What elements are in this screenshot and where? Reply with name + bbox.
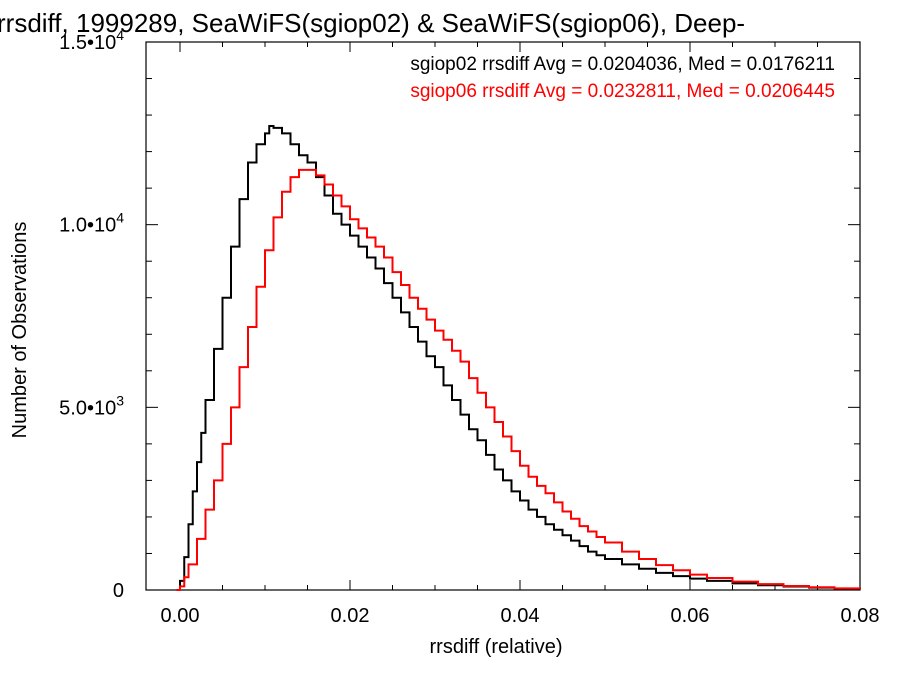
series-sgiop06-line: [176, 168, 861, 591]
y-tick-exponent: 4: [116, 27, 124, 43]
y-tick-label: 5.0•103: [59, 392, 124, 419]
series-layer: [176, 125, 861, 591]
y-tick-exponent: 3: [116, 392, 124, 408]
plot-frame: [145, 41, 861, 591]
series-sgiop02-line: [176, 125, 861, 591]
axis-ticks: 0.00 0.02 0.04 0.06 0.08 0 5.0•103 1.0•104 1.5•1…: [59, 27, 879, 627]
y-tick-label: 1.0•104: [59, 210, 124, 237]
x-axis-label: rrsdiff (relative): [430, 636, 563, 658]
x-tick-label: 0.06: [671, 605, 710, 627]
x-tick-label: 0.04: [501, 605, 540, 627]
x-tick-label: 0.00: [161, 605, 200, 627]
x-tick-label: 0.02: [331, 605, 370, 627]
y-tick-label: 1.5•104: [59, 27, 124, 54]
y-axis-label: Number of Observations: [9, 222, 31, 439]
plot-area: [145, 41, 861, 591]
legend-entry-sgiop02: sgiop02 rrsdiff Avg = 0.0204036, Med = 0…: [410, 54, 835, 75]
y-tick-label: 0: [113, 580, 124, 602]
legend-entry-sgiop06: sgiop06 rrsdiff Avg = 0.0232811, Med = 0…: [410, 81, 835, 102]
chart-title: rrsdiff, 1999289, SeaWiFS(sgiop02) & Sea…: [0, 8, 745, 38]
x-tick-label: 0.08: [841, 605, 880, 627]
y-tick-exponent: 4: [116, 210, 124, 226]
